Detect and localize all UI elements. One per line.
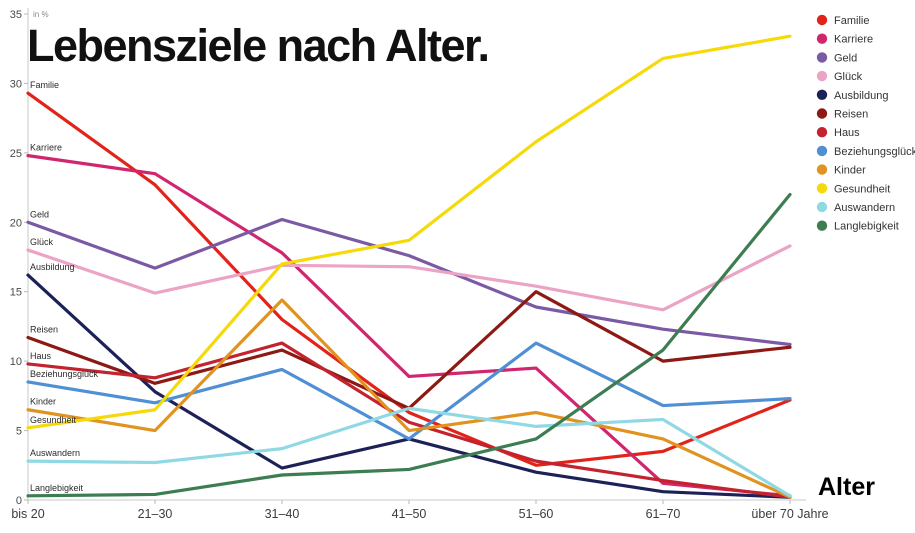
legend-swatch-Haus <box>816 127 828 138</box>
legend-label-Familie: Familie <box>834 15 869 27</box>
legend-swatch-Geld <box>816 52 828 63</box>
series-line-Langlebigkeit <box>26 192 792 498</box>
legend-swatch-Familie <box>816 14 828 26</box>
x-tick-label: 41–50 <box>392 507 427 521</box>
legend-label-Haus: Haus <box>834 127 860 139</box>
y-tick-label: 35 <box>10 9 22 21</box>
legend-swatch-Kinder <box>816 164 828 175</box>
series-line-Haus <box>26 341 792 499</box>
x-tick-label: 21–30 <box>138 507 173 521</box>
y-unit-label: in % <box>33 10 49 19</box>
series-line-Karriere <box>26 154 792 498</box>
legend-label-Langlebigkeit: Langlebigkeit <box>834 221 899 233</box>
y-tick-label: 25 <box>10 148 22 160</box>
legend-swatch-Glück <box>816 70 828 82</box>
series-line-Beziehungsglück <box>26 341 792 441</box>
series-line-Familie <box>26 91 792 467</box>
legend-swatch-Langlebigkeit <box>816 220 828 231</box>
x-tick-label: über 70 Jahre <box>751 507 828 521</box>
legend-swatch-Gesundheit <box>816 183 828 194</box>
legend-label-Karriere: Karriere <box>834 34 873 46</box>
series-start-label-Langlebigkeit: Langlebigkeit <box>30 483 84 493</box>
x-tick-label: bis 20 <box>11 507 44 521</box>
legend-swatch-Ausbildung <box>816 89 828 101</box>
y-tick-label: 30 <box>10 78 22 90</box>
y-tick-label: 10 <box>10 356 22 368</box>
series-start-label-Kinder: Kinder <box>30 397 56 407</box>
legend-label-Kinder: Kinder <box>834 165 866 177</box>
legend-swatch-Beziehungsglück <box>816 145 828 157</box>
series-start-label-Auswandern: Auswandern <box>30 448 80 458</box>
y-tick-label: 5 <box>16 426 22 438</box>
series-line-Kinder <box>26 298 792 499</box>
series-start-label-Familie: Familie <box>30 80 59 90</box>
legend-label-Beziehungsglück: Beziehungsglück <box>834 146 915 158</box>
series-start-label-Glück: Glück <box>30 237 54 247</box>
legend-label-Gesundheit: Gesundheit <box>834 183 890 195</box>
legend-label-Glück: Glück <box>834 71 863 83</box>
series-line-Reisen <box>26 290 792 410</box>
legend-label-Auswandern: Auswandern <box>834 202 895 214</box>
series-start-label-Geld: Geld <box>30 209 49 219</box>
series-start-label-Beziehungsglück: Beziehungsglück <box>30 369 99 379</box>
legend-label-Ausbildung: Ausbildung <box>834 90 888 102</box>
y-tick-label: 0 <box>16 495 22 507</box>
series-line-Geld <box>26 217 792 347</box>
x-tick-label: 61–70 <box>646 507 681 521</box>
series-line-Gesundheit <box>26 34 792 430</box>
series-line-Auswandern <box>26 406 792 498</box>
series-line-Glück <box>26 244 792 312</box>
x-axis-title: Alter <box>818 473 875 501</box>
x-tick-label: 51–60 <box>519 507 554 521</box>
legend-swatch-Auswandern <box>816 201 828 213</box>
legend-label-Geld: Geld <box>834 52 857 64</box>
y-tick-label: 20 <box>10 217 22 229</box>
legend-swatch-Karriere <box>816 33 828 44</box>
x-tick-label: 31–40 <box>265 507 300 521</box>
legend-swatch-Reisen <box>816 108 828 119</box>
series-start-label-Haus: Haus <box>30 351 52 361</box>
y-tick-label: 15 <box>10 287 22 299</box>
series-start-label-Ausbildung: Ausbildung <box>30 262 75 272</box>
series-start-label-Reisen: Reisen <box>30 325 58 335</box>
series-start-label-Gesundheit: Gesundheit <box>30 415 77 425</box>
legend-label-Reisen: Reisen <box>834 109 868 121</box>
series-start-label-Karriere: Karriere <box>30 143 62 153</box>
chart-title: Lebensziele nach Alter. <box>27 20 490 71</box>
